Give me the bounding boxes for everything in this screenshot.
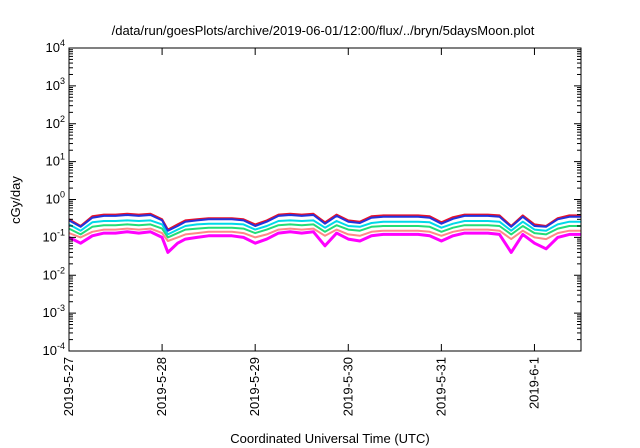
- axis-layer: 10-4 10-3 10-2 10-1 100 101 102 103 104 2019-5-27…: [43, 38, 581, 416]
- plot-frame: [68, 47, 582, 352]
- y-tick-label: 10-2: [43, 265, 65, 282]
- y-tick-label: 102: [46, 114, 65, 131]
- series-line-5: [68, 212, 581, 231]
- y-tick-label: 100: [46, 190, 65, 207]
- y-tick-label: 103: [46, 76, 65, 93]
- y-axis-label: cGy/day: [8, 176, 23, 224]
- y-tick-label: 10-4: [43, 341, 65, 358]
- y-tick-label: 10-1: [43, 227, 65, 244]
- series-line-3: [68, 223, 581, 239]
- series-line-4: [68, 219, 581, 236]
- x-tick-label: 2019-5-29: [247, 357, 262, 416]
- chart-title: /data/run/goesPlots/archive/2019-06-01/1…: [112, 23, 535, 38]
- series-line-1: [68, 230, 581, 254]
- y-tick-label: 101: [46, 152, 65, 169]
- series-line-6: [68, 214, 581, 232]
- y-tick-label: 104: [46, 38, 65, 55]
- series-line-2: [68, 227, 581, 242]
- series-layer: [68, 212, 581, 254]
- x-tick-label: 2019-5-28: [154, 357, 169, 416]
- x-tick-label: 2019-5-27: [61, 357, 76, 416]
- x-axis-label: Coordinated Universal Time (UTC): [230, 431, 429, 446]
- x-tick-label: 2019-6-1: [526, 357, 541, 409]
- x-tick-label: 2019-5-31: [433, 357, 448, 416]
- y-tick-label: 10-3: [43, 303, 65, 320]
- x-tick-label: 2019-5-30: [340, 357, 355, 416]
